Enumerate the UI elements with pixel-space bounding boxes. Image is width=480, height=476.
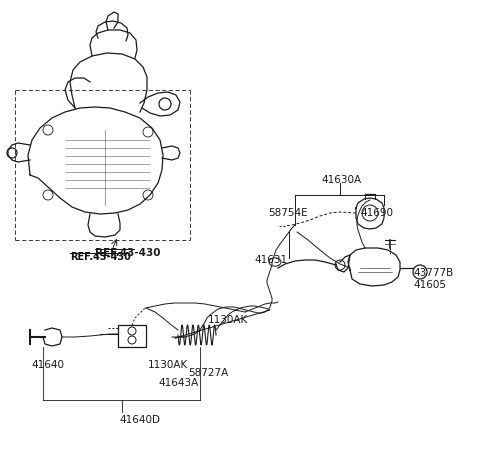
Text: 41690: 41690: [360, 208, 393, 218]
Text: 41640: 41640: [32, 360, 64, 370]
Text: 1130AK: 1130AK: [148, 360, 188, 370]
Text: 1130AK: 1130AK: [208, 315, 248, 325]
Text: 41605: 41605: [413, 280, 446, 290]
Text: 41631: 41631: [255, 255, 288, 265]
Text: REF.43-430: REF.43-430: [95, 248, 160, 258]
Text: 41640D: 41640D: [120, 415, 160, 425]
Text: 41643A: 41643A: [158, 378, 198, 388]
Text: REF.43-430: REF.43-430: [70, 252, 131, 262]
Text: 43777B: 43777B: [413, 268, 453, 278]
Text: 58727A: 58727A: [188, 368, 228, 378]
Text: 41630A: 41630A: [322, 175, 362, 185]
Text: 58754E: 58754E: [268, 208, 308, 218]
